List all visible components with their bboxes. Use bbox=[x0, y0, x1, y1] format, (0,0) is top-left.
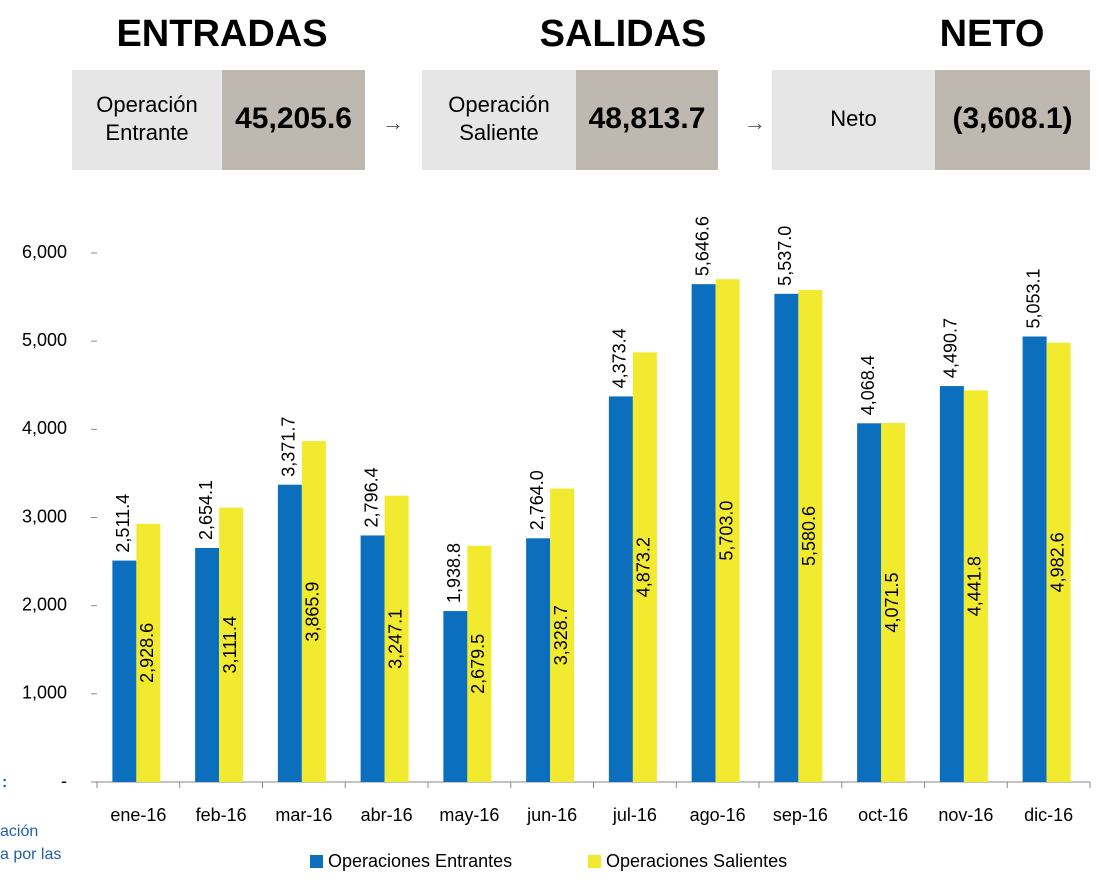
bar bbox=[277, 484, 302, 782]
bar bbox=[691, 284, 716, 782]
side-note: a por las bbox=[0, 846, 61, 863]
value-label: 3,328.7 bbox=[551, 605, 571, 665]
bar bbox=[963, 390, 988, 782]
value-label: 4,490.7 bbox=[941, 318, 961, 378]
bar bbox=[384, 495, 409, 782]
bar bbox=[195, 547, 220, 782]
y-tick-label: 1,000 bbox=[22, 683, 67, 703]
value-label: 2,928.6 bbox=[137, 623, 157, 683]
x-tick-label: ene-16 bbox=[110, 805, 166, 825]
value-label: 4,873.2 bbox=[634, 537, 654, 597]
y-tick-label: 4,000 bbox=[22, 418, 67, 438]
label-box bbox=[772, 70, 935, 170]
bar bbox=[443, 611, 468, 782]
value-label: 1,938.8 bbox=[444, 543, 464, 603]
x-tick-label: sep-16 bbox=[773, 805, 828, 825]
bar bbox=[1046, 342, 1071, 782]
bar bbox=[774, 293, 799, 782]
value-label: 4,982.6 bbox=[1047, 532, 1067, 592]
bar bbox=[1022, 336, 1047, 782]
amount-box bbox=[576, 70, 718, 170]
bar bbox=[608, 396, 633, 782]
amount-box bbox=[935, 70, 1090, 170]
value-label: 4,071.5 bbox=[882, 572, 902, 632]
value-label: 4,068.4 bbox=[858, 355, 878, 415]
y-tick-label: 2,000 bbox=[22, 594, 67, 614]
value-label: 2,511.4 bbox=[113, 494, 133, 553]
value-label: 5,537.0 bbox=[775, 226, 795, 286]
y-tick-label: 3,000 bbox=[22, 506, 67, 526]
box-amount: 45,205.6 bbox=[235, 102, 352, 135]
bar bbox=[526, 538, 551, 782]
bar bbox=[632, 352, 657, 782]
label-box bbox=[422, 70, 576, 170]
box-label: Neto bbox=[830, 106, 876, 131]
legend-label: Operaciones Entrantes bbox=[328, 851, 512, 871]
legend-swatch bbox=[310, 855, 323, 868]
arrow: → bbox=[744, 110, 766, 135]
bar bbox=[939, 386, 964, 782]
value-label: 5,703.0 bbox=[716, 501, 736, 561]
bar bbox=[112, 560, 137, 782]
value-label: 3,371.7 bbox=[279, 417, 299, 477]
value-label: 3,865.9 bbox=[303, 582, 323, 642]
value-label: 2,654.1 bbox=[196, 480, 216, 540]
x-tick-label: jun-16 bbox=[526, 805, 577, 825]
label-box bbox=[72, 70, 222, 170]
x-tick-label: feb-16 bbox=[196, 805, 247, 825]
value-label: 5,646.6 bbox=[692, 216, 712, 276]
section-title: ENTRADAS bbox=[116, 13, 327, 55]
value-label: 5,580.6 bbox=[799, 506, 819, 566]
value-label: 2,679.5 bbox=[468, 634, 488, 694]
legend-swatch bbox=[588, 855, 601, 868]
bar bbox=[881, 423, 906, 782]
legend-label: Operaciones Salientes bbox=[606, 851, 787, 871]
side-note: : bbox=[2, 774, 7, 791]
bar bbox=[798, 289, 823, 782]
x-tick-label: mar-16 bbox=[275, 805, 332, 825]
bar bbox=[136, 523, 161, 782]
bar bbox=[550, 488, 575, 782]
y-tick-label: 6,000 bbox=[22, 242, 67, 262]
x-tick-label: dic-16 bbox=[1024, 805, 1073, 825]
section-title: NETO bbox=[940, 13, 1045, 55]
value-label: 3,111.4 bbox=[220, 616, 240, 673]
bar bbox=[857, 423, 882, 782]
x-tick-label: abr-16 bbox=[361, 805, 413, 825]
x-tick-label: may-16 bbox=[439, 805, 499, 825]
side-note: ación bbox=[0, 823, 38, 840]
arrow: → bbox=[382, 110, 404, 135]
section-title: SALIDAS bbox=[540, 13, 707, 55]
amount-box bbox=[222, 70, 365, 170]
value-label: 2,764.0 bbox=[527, 470, 547, 530]
box-amount: 48,813.7 bbox=[589, 102, 706, 135]
x-tick-label: oct-16 bbox=[858, 805, 908, 825]
y-tick-label: 5,000 bbox=[22, 330, 67, 350]
x-tick-label: nov-16 bbox=[938, 805, 993, 825]
value-label: 2,796.4 bbox=[361, 467, 381, 527]
box-amount: (3,608.1) bbox=[952, 102, 1072, 135]
value-label: 4,441.8 bbox=[965, 556, 985, 616]
box-label: Operación Saliente bbox=[448, 92, 550, 145]
x-tick-label: jul-16 bbox=[612, 805, 657, 825]
value-label: 4,373.4 bbox=[610, 328, 630, 388]
y-tick-label: - bbox=[61, 771, 67, 791]
bar bbox=[360, 535, 385, 782]
value-label: 5,053.1 bbox=[1023, 268, 1043, 328]
value-label: 3,247.1 bbox=[385, 609, 405, 669]
bar bbox=[301, 441, 326, 782]
bar bbox=[715, 279, 740, 782]
bar bbox=[219, 507, 244, 782]
x-tick-label: ago-16 bbox=[690, 805, 746, 825]
box-label: Operación Entrante bbox=[96, 92, 198, 145]
bar bbox=[467, 545, 492, 782]
